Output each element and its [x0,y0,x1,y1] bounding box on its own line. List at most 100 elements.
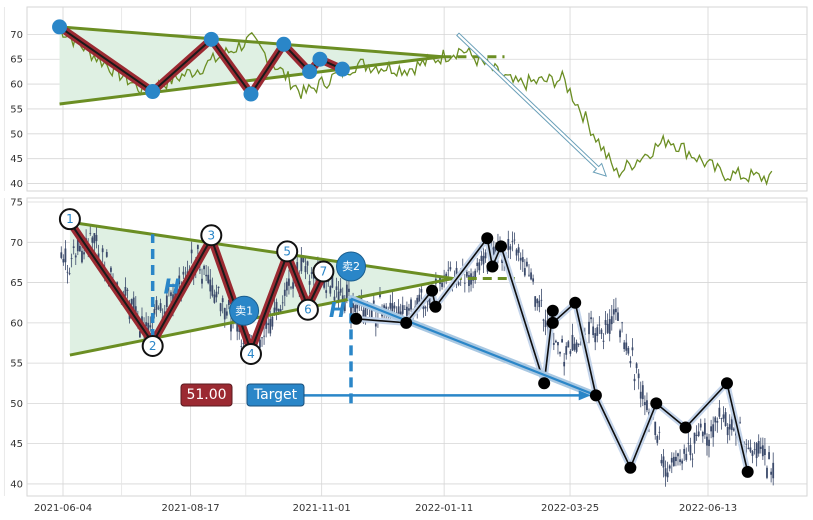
pattern-point-marker [276,240,299,263]
pattern-point-label: 7 [320,265,328,279]
candle-body [362,309,365,323]
top-panel: 40 45 50 55 60 65 70 [3,6,808,192]
candle-body [745,443,748,445]
candle-body [687,442,690,444]
candle-body [182,271,185,275]
candle-body [770,471,773,475]
y-tick-label: 65 [10,278,23,289]
candle-body [70,258,73,259]
candle-body [420,289,423,293]
candle-body [703,422,706,435]
candle-body [217,286,220,289]
swing-point [569,296,582,309]
candle-body [110,267,112,272]
candle-body [374,320,377,327]
candle-body [219,303,222,312]
candle-body [323,279,326,288]
x-tick-label: 2021-11-01 [293,503,351,514]
y-tick-label: 40 [10,179,23,190]
candle-body [565,346,568,355]
candle-body [230,323,232,332]
y-tick-label: 40 [10,479,23,490]
candle-body [612,309,615,315]
candle-body [569,351,572,354]
pattern-point: 4 [239,343,262,366]
candle-body [764,448,766,456]
candle-body [354,305,357,312]
candle-body [215,291,218,298]
candle-body [273,307,276,315]
candle-body [292,282,294,289]
candle-body [372,300,375,304]
swing-point [486,260,499,273]
pivot-point [276,36,292,52]
candle-body [679,459,681,463]
candle-body [689,444,692,456]
triangle-upper-line [59,25,443,59]
pattern-point-label: 6 [304,303,312,317]
candle-body [259,339,261,348]
target-value-box: 51.00 [180,383,233,407]
candle-body [155,300,158,310]
swing-point [481,232,494,245]
triangle-lower-line [59,55,443,106]
x-tick-label: 2022-06-13 [679,503,737,514]
swing-point [546,316,559,329]
candle-body [418,294,421,303]
candle-body [656,435,659,443]
candle-body [271,316,274,327]
candle-body [288,278,290,286]
y-tick-label: 45 [10,439,23,450]
candle-body [163,311,166,315]
candle-body [476,262,479,266]
candle-body [263,335,265,337]
target-label: Target [253,387,298,403]
pattern-point-marker [58,208,81,231]
pivot-point [145,84,161,100]
candle-body [509,246,512,250]
y-tick-label: 55 [10,104,23,115]
target-value: 51.00 [186,387,226,403]
candle-body [285,281,288,291]
pattern-point-label: 1 [66,212,74,226]
candle-body [283,289,286,296]
candle-body [408,308,410,311]
candle-body [526,261,528,267]
candle-body [606,323,609,333]
swing-point [589,389,602,402]
candle-body [635,363,638,369]
candle-body [530,272,532,280]
y-tick-label: 50 [10,399,23,410]
candle-body [517,247,520,253]
candle-body [753,449,756,451]
candle-body [416,297,419,311]
candle-body [325,290,328,293]
candle-body [153,309,156,315]
candle-body [573,343,576,350]
pattern-point: 5 [276,240,299,263]
candle-body [732,428,735,431]
candle-body [559,351,561,354]
candle-body [399,311,402,317]
y-tick-label: 55 [10,359,23,370]
candle-body [447,269,450,271]
candle-body [658,431,661,433]
candle-body [176,289,179,291]
candle-body [728,424,731,430]
candle-body [600,329,603,335]
pattern-point-marker [296,298,319,321]
candle-body [281,302,284,304]
candle-body [610,316,613,325]
candle-body [223,307,226,320]
candle-body [623,342,626,350]
candle-body [335,286,338,291]
candle-body [269,318,272,334]
candle-body [681,460,684,464]
candle-body [428,298,431,305]
candle-body [300,257,303,272]
candle-body [68,273,71,275]
swing-point [538,377,551,390]
candle-body [201,278,203,284]
candle-body [596,327,599,336]
candle-body [66,271,69,273]
